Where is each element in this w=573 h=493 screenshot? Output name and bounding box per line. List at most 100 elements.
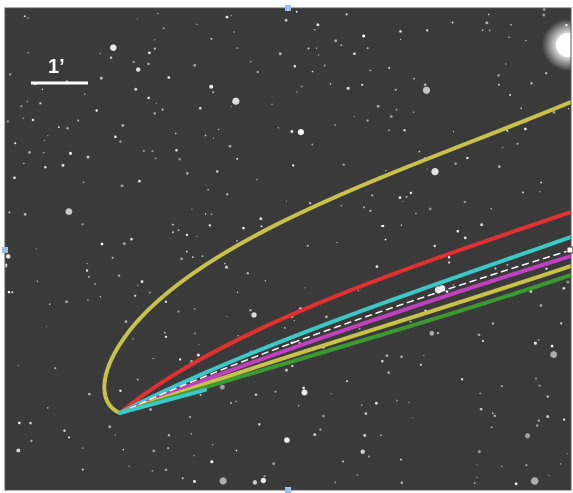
star [381, 225, 383, 227]
star [167, 76, 170, 79]
star [437, 332, 439, 334]
star [478, 450, 481, 453]
star [358, 290, 359, 291]
star [251, 312, 256, 317]
star [212, 91, 214, 93]
star [291, 130, 294, 133]
star [454, 163, 456, 165]
star [399, 30, 402, 33]
star [236, 240, 238, 242]
star [155, 158, 157, 160]
star [47, 407, 49, 409]
star [305, 287, 306, 288]
star [88, 276, 90, 278]
star [452, 22, 454, 24]
star [82, 447, 83, 448]
star [525, 433, 530, 438]
star [66, 127, 68, 129]
star [359, 328, 361, 330]
star [301, 86, 303, 88]
star [147, 97, 149, 99]
star [457, 230, 460, 233]
star [182, 477, 184, 479]
star [205, 213, 206, 214]
star [426, 29, 428, 31]
star [121, 124, 124, 127]
star [189, 416, 191, 418]
star [371, 194, 373, 196]
star [346, 13, 348, 15]
star [476, 464, 477, 465]
star [179, 158, 181, 160]
star [491, 426, 493, 428]
star [28, 151, 31, 154]
star [7, 120, 9, 122]
star [39, 102, 41, 104]
star [134, 88, 137, 91]
star [381, 360, 384, 363]
star [110, 44, 117, 51]
star [343, 164, 345, 166]
star [175, 149, 178, 152]
star [285, 19, 288, 22]
star [380, 434, 381, 435]
star [175, 133, 177, 135]
star [502, 147, 503, 148]
star [101, 243, 104, 246]
star [179, 358, 181, 360]
star [448, 261, 450, 263]
star [298, 129, 304, 135]
star [172, 224, 174, 226]
star [123, 242, 126, 245]
star [369, 70, 371, 72]
star [119, 390, 121, 392]
image-view: 1’ [0, 0, 573, 493]
star [49, 303, 50, 304]
star [324, 64, 326, 66]
star [14, 142, 16, 144]
star [494, 267, 496, 269]
star [30, 440, 32, 442]
star [464, 201, 466, 203]
star [542, 13, 545, 16]
star [23, 118, 24, 119]
star [46, 326, 47, 327]
star [319, 428, 321, 430]
star [524, 128, 527, 131]
star [497, 74, 500, 77]
star [250, 61, 251, 62]
star [154, 112, 156, 114]
star [220, 477, 227, 484]
star [229, 145, 232, 148]
star [147, 63, 149, 65]
star [494, 415, 496, 417]
star [199, 107, 202, 110]
star [8, 291, 10, 293]
star [167, 447, 169, 449]
star [192, 256, 194, 258]
star [325, 316, 328, 319]
star [535, 378, 537, 380]
star [119, 140, 121, 142]
star [149, 408, 152, 411]
star [357, 474, 359, 476]
star [205, 184, 206, 185]
star [108, 425, 111, 428]
star [44, 166, 46, 168]
star [193, 480, 196, 483]
star [386, 354, 389, 357]
star [86, 263, 87, 264]
star [16, 449, 20, 453]
star [400, 355, 403, 358]
star [84, 94, 85, 95]
star [418, 151, 420, 153]
star [294, 65, 297, 68]
star [11, 291, 13, 293]
star [257, 71, 259, 73]
star [165, 336, 167, 338]
star [210, 38, 212, 40]
star [132, 61, 134, 63]
star [265, 280, 267, 282]
star [395, 89, 397, 91]
star [247, 272, 249, 274]
